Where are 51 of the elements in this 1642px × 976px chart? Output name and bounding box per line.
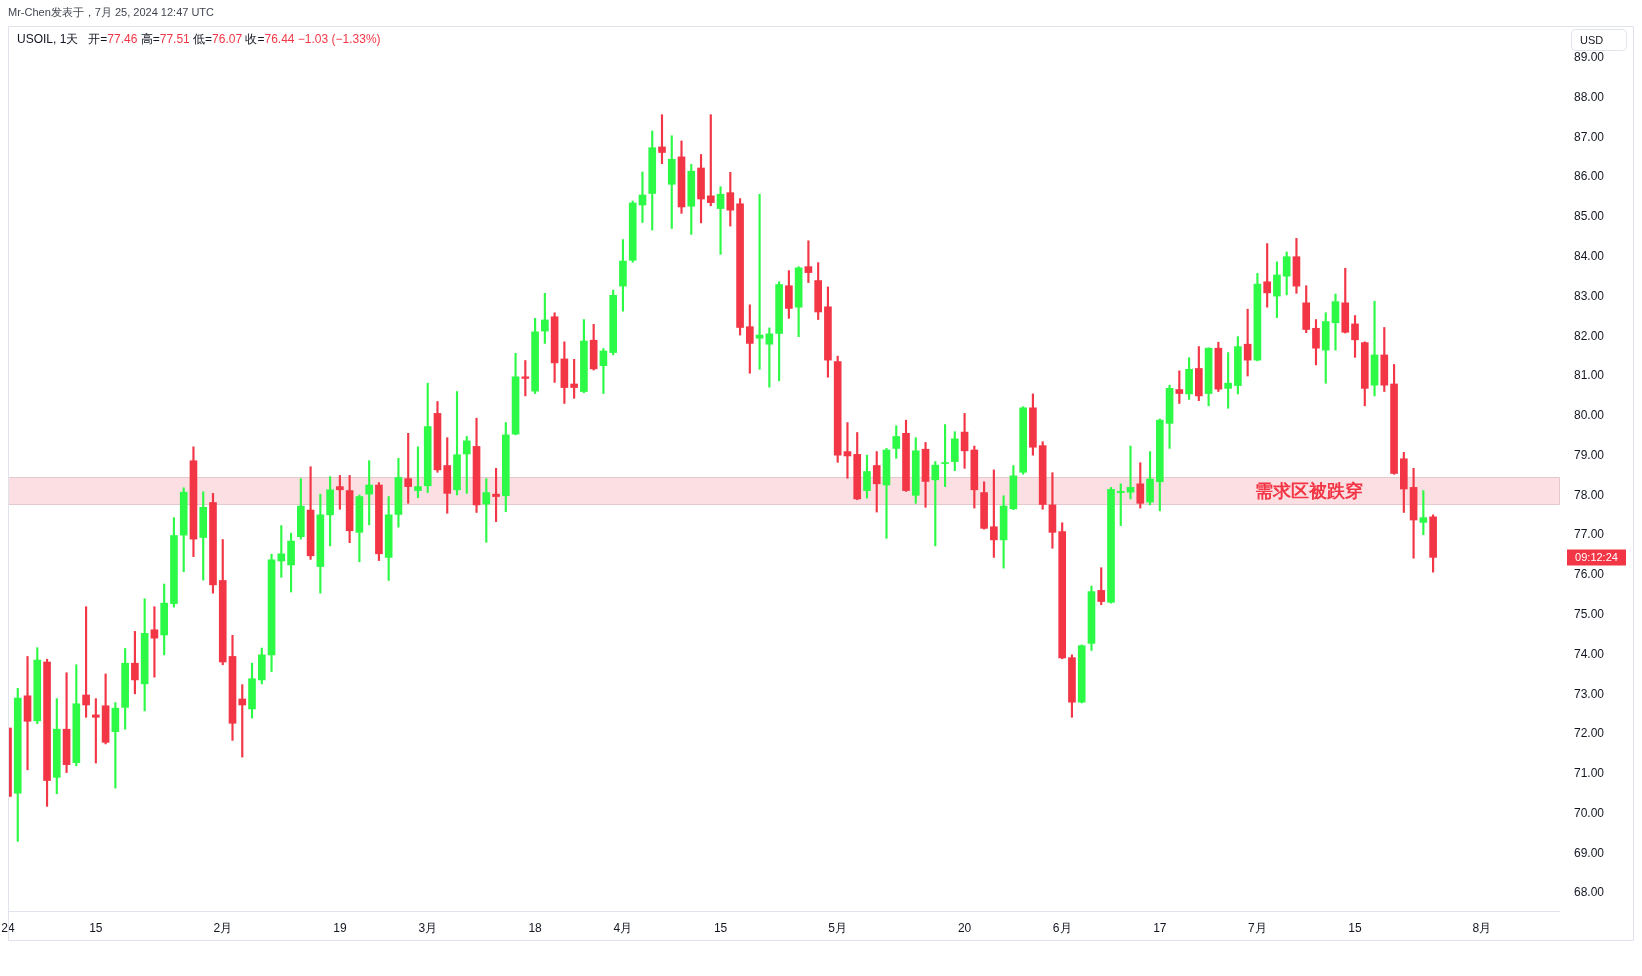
candlestick: [755, 193, 764, 370]
candlestick: [1370, 300, 1379, 397]
text: USOIL, 1天: [17, 32, 79, 47]
y-tick-label: 84.00: [1574, 249, 1605, 264]
x-tick-label: 6月: [1052, 920, 1072, 935]
y-tick-label: 74.00: [1574, 646, 1605, 661]
x-tick-label: 4月: [613, 920, 633, 935]
candlestick: [23, 656, 32, 771]
candlestick: [843, 422, 852, 479]
y-tick-label: 79.00: [1574, 447, 1605, 462]
candlestick: [62, 672, 71, 773]
x-tick-label: 15: [89, 920, 103, 935]
y-tick-label: 89.00: [1574, 50, 1605, 65]
x-tick-label: 24: [1, 920, 15, 935]
y-tick-label: 88.00: [1574, 89, 1605, 104]
candlestick: [960, 413, 969, 469]
x-tick-label: 2月: [213, 920, 233, 935]
x-tick-label: 7月: [1248, 920, 1267, 935]
y-tick-label: 78.00: [1574, 487, 1605, 502]
y-tick-label: 71.00: [1574, 766, 1605, 781]
y-tick-label: 80.00: [1574, 408, 1605, 423]
x-tick-label: 15: [1348, 920, 1363, 935]
y-tick-label: 81.00: [1574, 368, 1605, 383]
y-tick-label: 83.00: [1574, 288, 1605, 303]
x-tick-label: 15: [713, 920, 728, 935]
y-tick-label: 77.00: [1574, 527, 1605, 542]
text: 开=77.46 高=77.51 低=76.07 收=76.44 −1.03 (−1.33%): [88, 32, 381, 47]
y-tick-label: 72.00: [1574, 726, 1605, 741]
y-tick-label: 73.00: [1574, 686, 1605, 701]
band-label: 需求区被跌穿: [1254, 480, 1363, 501]
x-tick-label: 17: [1153, 920, 1167, 935]
y-tick-label: 87.00: [1574, 129, 1605, 144]
text: 09:12:24: [1575, 550, 1618, 563]
x-tick-label: 18: [528, 920, 543, 935]
y-tick-label: 82.00: [1574, 328, 1605, 343]
y-tick-label: 70.00: [1574, 805, 1605, 820]
x-tick-label: 8月: [1472, 920, 1492, 935]
x-tick-label: 20: [957, 920, 972, 935]
y-tick-label: 69.00: [1574, 845, 1605, 860]
y-tick-label: 75.00: [1574, 606, 1605, 621]
y-tick-label: 68.00: [1574, 885, 1605, 900]
y-tick-label: 85.00: [1574, 209, 1605, 224]
candlestick: [716, 186, 725, 255]
x-tick-label: 19: [333, 920, 347, 935]
text: Mr-Chen发表于，7月 25, 2024 12:47 UTC: [8, 6, 215, 19]
x-tick-label: 3月: [418, 920, 438, 935]
x-tick-label: 5月: [828, 920, 848, 935]
y-axis-title: USD: [1580, 33, 1604, 46]
y-tick-label: 86.00: [1574, 169, 1605, 184]
candlestick: [941, 424, 949, 487]
y-tick-label: 76.00: [1574, 567, 1605, 582]
